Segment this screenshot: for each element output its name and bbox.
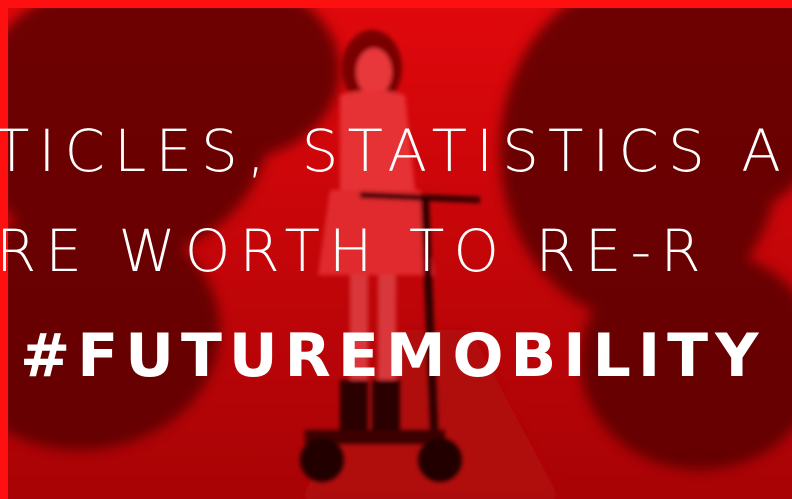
hashtag: #FUTUREMOBILITY [20,326,766,386]
headline-line: TICLES, STATISTICS A [0,122,790,180]
headline-line: RE WORTH TO RE-R [0,222,710,280]
banner: TICLES, STATISTICS A RE WORTH TO RE-R #F… [0,0,792,499]
